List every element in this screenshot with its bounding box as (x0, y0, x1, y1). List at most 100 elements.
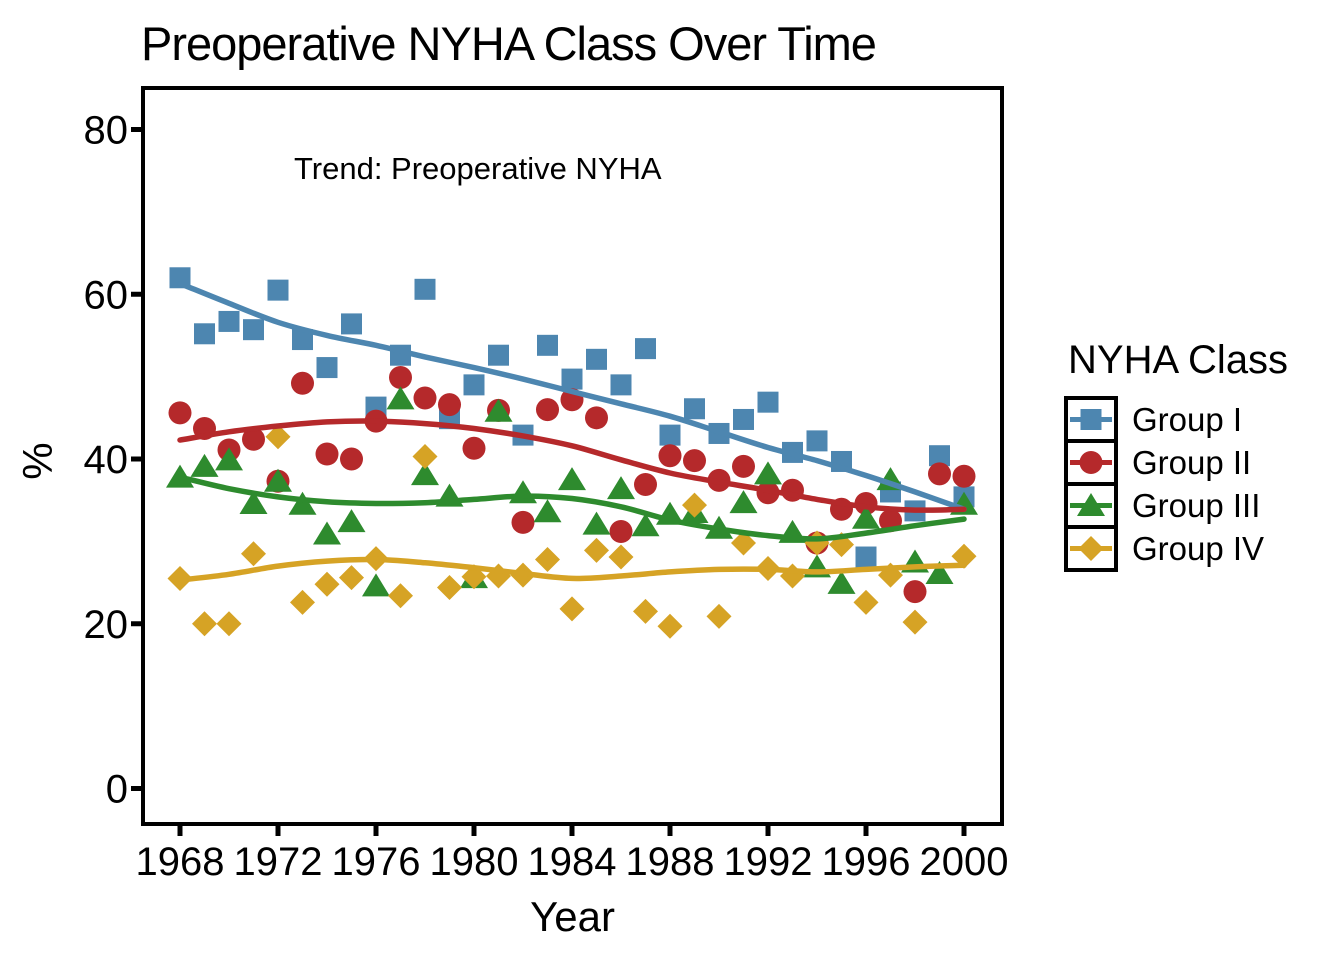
data-point (190, 453, 219, 477)
data-point (608, 544, 634, 570)
legend-circle-glyph (1079, 451, 1103, 474)
axis-ticks (131, 127, 967, 836)
data-point (757, 391, 779, 413)
legend-entry: Group IV (1064, 525, 1344, 572)
legend-key-triangle-icon (1064, 482, 1118, 529)
data-point (168, 401, 192, 425)
data-point (509, 480, 537, 504)
legend-entry: Group II (1064, 439, 1344, 486)
data-point (609, 519, 633, 543)
y-tick-label: 0 (106, 768, 128, 812)
data-point (586, 348, 607, 370)
data-point (438, 393, 461, 417)
data-point (313, 521, 341, 545)
x-tick-label: 2000 (920, 840, 1009, 884)
axis-tick-labels: 1968 1972 1976 1980 1984 1988 1992 1996 2000 0 20 4… (84, 109, 1009, 885)
data-point (610, 374, 632, 396)
data-point (658, 444, 682, 468)
data-point (389, 365, 412, 389)
data-point (903, 580, 927, 604)
data-point (362, 573, 390, 597)
trend-lines (177, 280, 967, 583)
legend-key-diamond-icon (1064, 525, 1118, 572)
x-tick-label: 1976 (332, 840, 421, 884)
data-point (290, 589, 315, 615)
data-point (684, 398, 705, 420)
data-point (488, 344, 509, 366)
x-tick-label: 1988 (626, 840, 715, 884)
legend-label: Group IV (1132, 529, 1265, 567)
trend-annotation: Trend: Preoperative NYHA (294, 151, 662, 186)
legend-label: Group II (1132, 443, 1252, 481)
data-point (192, 611, 217, 637)
x-tick-label: 1984 (528, 840, 617, 884)
data-point (706, 603, 732, 629)
y-tick-label: 60 (84, 273, 129, 317)
legend-key-square-icon (1064, 396, 1118, 443)
data-point (315, 442, 339, 466)
data-point (411, 462, 439, 486)
data-point (731, 530, 756, 556)
series-group-iv (167, 424, 977, 639)
data-point (463, 374, 485, 396)
data-point (754, 461, 782, 485)
data-point (635, 338, 656, 360)
trend-line-group-iv (177, 556, 967, 583)
data-point (585, 406, 608, 430)
data-point (804, 530, 830, 556)
data-point (659, 424, 681, 446)
y-tick-label: 80 (84, 109, 129, 153)
x-tick-label: 1968 (136, 840, 225, 884)
data-point (437, 575, 462, 601)
legend-diamond-glyph (1078, 536, 1104, 561)
data-point (341, 313, 362, 335)
x-tick-label: 1992 (724, 840, 813, 884)
data-point (215, 447, 243, 471)
data-point (242, 427, 265, 451)
data-point (732, 454, 755, 478)
data-point (780, 563, 805, 589)
data-point (413, 386, 437, 410)
data-point (288, 491, 317, 515)
data-point (239, 490, 268, 514)
chart-title: Preoperative NYHA Class Over Time (141, 17, 877, 70)
data-point (484, 398, 513, 422)
legend-square-glyph (1080, 409, 1102, 430)
data-point (216, 611, 242, 637)
data-point (337, 509, 366, 533)
data-point (582, 511, 611, 535)
x-tick-label: 1972 (234, 840, 323, 884)
trend-line-group-iii (177, 474, 967, 542)
data-point (925, 561, 954, 585)
data-point (733, 408, 754, 430)
legend-triangle-glyph (1077, 493, 1105, 516)
data-point (316, 357, 338, 379)
data-point (561, 368, 583, 390)
data-point (292, 329, 313, 351)
data-point (584, 537, 609, 563)
data-point (928, 462, 951, 486)
data-point (535, 546, 560, 572)
y-axis-title: % (14, 442, 61, 480)
data-point (853, 589, 879, 615)
y-tick-label: 20 (84, 603, 129, 647)
legend-title: NYHA Class (1068, 338, 1289, 382)
legend-label: Group III (1132, 486, 1261, 524)
data-point (952, 464, 976, 488)
series-group-i (169, 267, 975, 568)
data-point (827, 570, 856, 594)
data-point (729, 490, 758, 514)
data-point (631, 513, 660, 537)
data-point (194, 323, 215, 345)
data-point (633, 598, 658, 624)
data-point (682, 492, 707, 518)
data-point (314, 571, 340, 597)
data-point (291, 371, 314, 395)
data-point (462, 436, 486, 460)
data-point (657, 613, 683, 639)
data-point (533, 499, 562, 523)
data-point (536, 398, 559, 422)
data-point (929, 445, 950, 467)
